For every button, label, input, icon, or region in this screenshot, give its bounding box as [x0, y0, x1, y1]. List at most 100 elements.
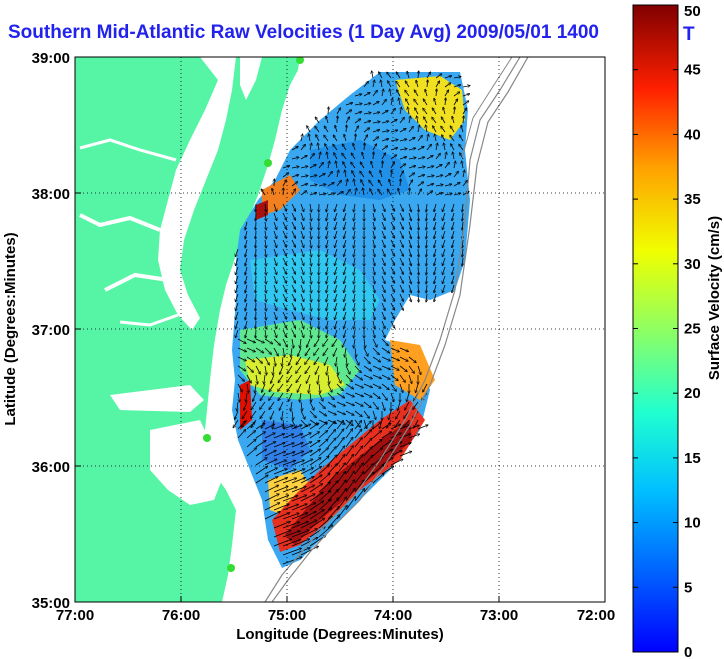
velocity-arrow — [408, 173, 415, 178]
velocity-arrow — [352, 171, 356, 178]
velocity-arrow — [326, 293, 329, 302]
station-marker — [227, 564, 235, 572]
velocity-arrow — [417, 116, 418, 124]
velocity-arrow — [372, 137, 379, 142]
velocity-arrow — [264, 433, 275, 439]
velocity-arrow — [335, 203, 338, 212]
velocity-arrow — [324, 126, 329, 133]
velocity-arrow — [444, 83, 451, 88]
velocity-arrow — [363, 455, 373, 466]
velocity-arrow — [300, 450, 312, 457]
velocity-arrow — [318, 465, 329, 475]
velocity-arrow — [378, 180, 383, 187]
velocity-arrow — [265, 212, 266, 221]
velocity-arrow — [355, 134, 356, 142]
velocity-arrow — [307, 338, 311, 347]
velocity-arrow — [282, 311, 287, 319]
velocity-arrow — [344, 302, 347, 311]
velocity-arrow — [372, 320, 375, 329]
velocity-arrow — [291, 460, 304, 466]
velocity-arrow — [310, 320, 311, 329]
velocity-arrow — [305, 365, 311, 374]
velocity-arrow — [354, 320, 356, 329]
velocity-arrow — [363, 121, 371, 124]
velocity-arrow — [282, 275, 287, 283]
velocity-arrow — [452, 212, 455, 221]
velocity-arrow — [264, 450, 276, 457]
velocity-arrow — [282, 173, 289, 178]
velocity-arrow — [326, 257, 329, 266]
velocity-arrow — [291, 302, 296, 310]
velocity-arrow — [345, 446, 353, 457]
velocity-arrow — [264, 459, 277, 466]
velocity-arrow — [251, 401, 257, 410]
x-axis-label: Longitude (Degrees:Minutes) — [236, 626, 444, 643]
velocity-arrow — [389, 179, 392, 187]
velocity-arrow — [381, 441, 392, 448]
velocity-arrow — [235, 275, 239, 284]
velocity-arrow — [399, 212, 403, 220]
velocity-arrow — [256, 302, 257, 311]
velocity-arrow — [397, 90, 401, 97]
velocity-arrow — [399, 164, 406, 169]
map-title-tail: T — [683, 24, 695, 45]
velocity-arrow — [310, 239, 311, 248]
velocity-arrow — [399, 383, 403, 393]
velocity-arrow — [300, 230, 304, 239]
velocity-arrow — [444, 174, 451, 178]
velocity-arrow — [372, 90, 377, 97]
velocity-arrow — [378, 189, 383, 196]
velocity-arrow — [372, 275, 375, 284]
velocity-arrow — [310, 293, 311, 302]
velocity-arrow — [373, 152, 374, 160]
velocity-arrow — [306, 374, 311, 383]
velocity-arrow — [282, 338, 287, 347]
velocity-arrow — [396, 72, 401, 79]
velocity-arrow — [408, 425, 419, 430]
x-tick-label: 76:00 — [162, 607, 200, 624]
velocity-arrow — [390, 275, 395, 283]
velocity-arrow — [354, 338, 356, 348]
velocity-arrow — [300, 477, 314, 484]
velocity-arrow — [273, 451, 286, 457]
velocity-arrow — [381, 99, 386, 106]
velocity-arrow — [452, 284, 455, 293]
velocity-arrow — [255, 449, 267, 457]
velocity-arrow — [335, 266, 338, 275]
velocity-arrow — [390, 130, 398, 133]
velocity-arrow — [390, 392, 394, 402]
velocity-arrow — [454, 107, 455, 115]
velocity-arrow — [345, 437, 353, 448]
velocity-arrow — [445, 98, 446, 106]
velocity-arrow — [453, 152, 454, 160]
velocity-arrow — [454, 161, 456, 169]
map-title: Southern Mid-Atlantic Raw Velocities (1 … — [8, 22, 599, 44]
velocity-arrow — [318, 431, 328, 439]
velocity-arrow — [426, 257, 427, 266]
grid-lines — [75, 57, 605, 602]
velocity-arrow — [426, 284, 427, 293]
velocity-arrow — [444, 76, 452, 79]
velocity-arrow — [354, 212, 356, 221]
velocity-arrow — [300, 442, 312, 448]
velocity-arrow — [381, 139, 389, 142]
velocity-arrow — [363, 81, 368, 88]
x-tick-label: 73:00 — [480, 607, 518, 624]
x-tick-label: 77:00 — [56, 607, 94, 624]
velocity-arrow — [300, 338, 301, 348]
velocity-arrow — [395, 419, 401, 427]
velocity-arrow — [287, 365, 293, 374]
velocity-arrow — [372, 401, 378, 409]
velocity-arrow — [246, 374, 251, 383]
velocity-arrow — [255, 347, 264, 353]
velocity-arrow — [282, 513, 299, 520]
velocity-arrow — [418, 239, 419, 248]
velocity-arrow — [399, 171, 404, 178]
velocity-arrow — [282, 469, 296, 475]
velocity-arrow — [269, 383, 275, 392]
velocity-arrow — [372, 383, 381, 388]
velocity-arrow — [426, 176, 434, 177]
velocity-arrow — [307, 126, 311, 133]
velocity-arrow — [381, 111, 388, 115]
